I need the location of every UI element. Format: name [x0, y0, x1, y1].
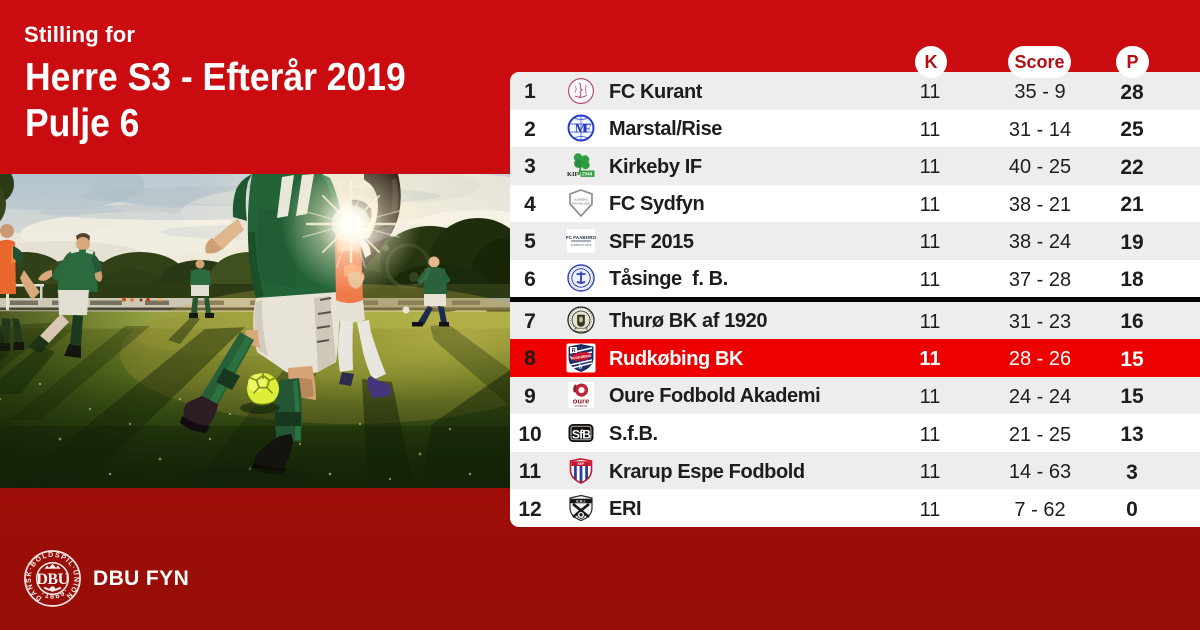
svg-text:B: B: [579, 364, 583, 370]
svg-text:SfB: SfB: [572, 427, 591, 441]
svg-text:KIF: KIF: [567, 171, 578, 178]
svg-text:FODBOLD 2015: FODBOLD 2015: [571, 243, 592, 247]
svg-text:FODBOLD: FODBOLD: [575, 404, 588, 408]
svg-text:1944: 1944: [582, 171, 593, 177]
svg-text:M: M: [575, 121, 587, 136]
svg-text:F: F: [583, 121, 591, 136]
svg-text:KEF: KEF: [578, 461, 585, 465]
svg-text:RUDKØBING: RUDKØBING: [570, 354, 592, 361]
svg-text:ALBJERG: ALBJERG: [574, 198, 589, 202]
svg-text:FC FAABORG: FC FAABORG: [566, 235, 596, 240]
svg-text:R: R: [572, 348, 576, 354]
svg-text:E.R.I.: E.R.I.: [576, 499, 586, 503]
svg-text:DBU: DBU: [36, 571, 69, 588]
svg-text:FM HOLLER: FM HOLLER: [572, 202, 590, 206]
svg-text:oure: oure: [573, 397, 589, 406]
